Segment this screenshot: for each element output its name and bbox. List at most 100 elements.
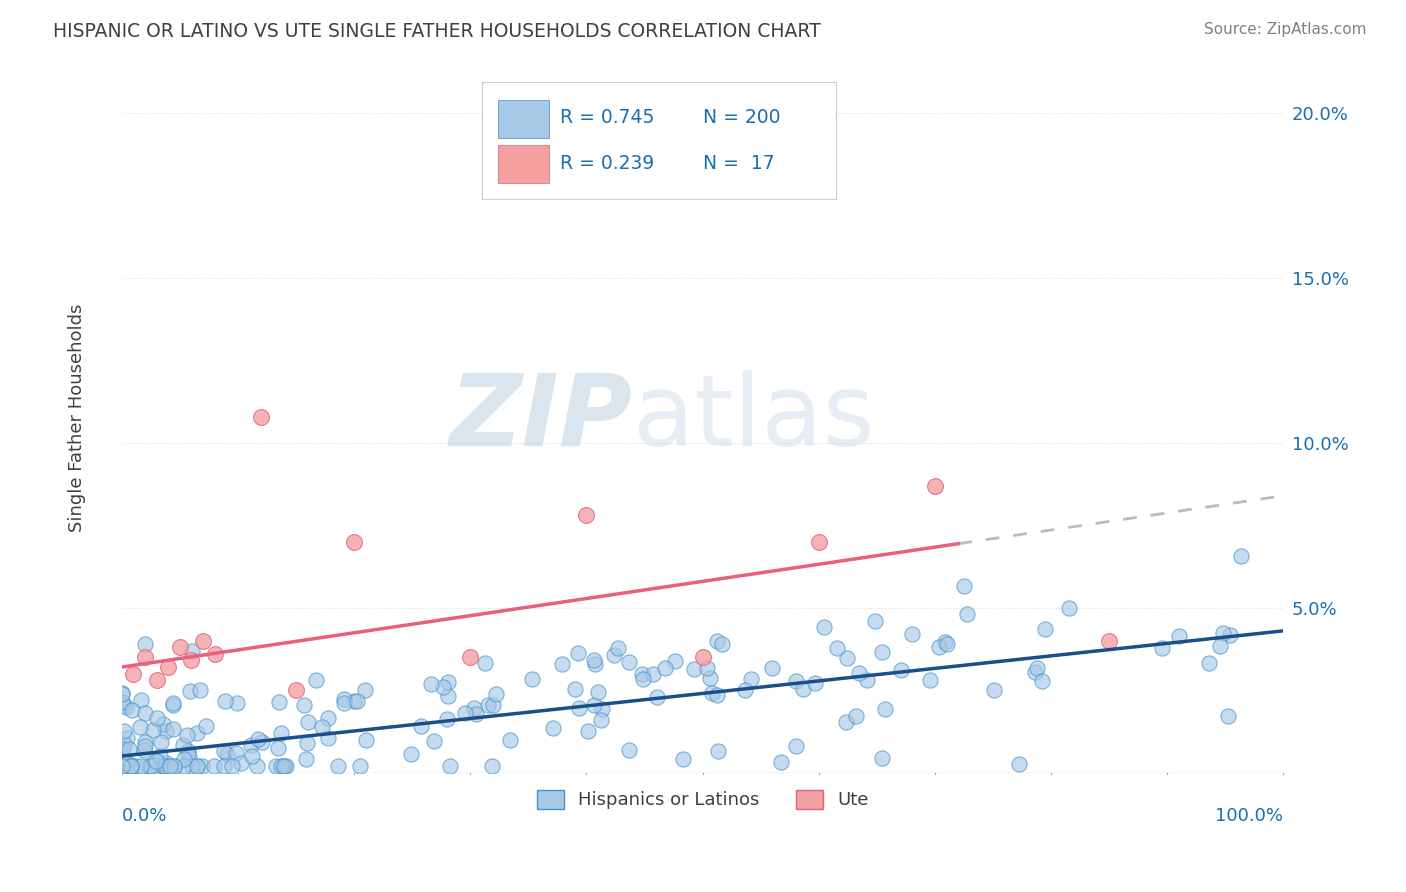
Point — [240, 749, 263, 764]
Point — [149, 749, 172, 764]
Point — [485, 687, 508, 701]
Point — [1024, 665, 1046, 679]
Point — [173, 759, 195, 773]
Point — [804, 676, 827, 690]
Point — [619, 743, 641, 757]
Point — [436, 712, 458, 726]
Point — [112, 756, 135, 771]
Point — [835, 715, 858, 730]
Point — [785, 739, 807, 754]
Point — [204, 647, 226, 661]
Point — [1168, 629, 1191, 643]
Point — [890, 663, 912, 677]
Point — [250, 409, 273, 424]
Point — [284, 683, 307, 698]
Point — [711, 637, 734, 651]
FancyBboxPatch shape — [498, 100, 550, 138]
Point — [311, 720, 333, 734]
Point — [142, 723, 165, 738]
Point — [111, 759, 134, 773]
Point — [162, 722, 184, 736]
Point — [139, 759, 162, 773]
Point — [121, 703, 143, 717]
Point — [956, 607, 979, 621]
Point — [1198, 656, 1220, 670]
Point — [145, 754, 167, 768]
Point — [267, 695, 290, 709]
Point — [146, 710, 169, 724]
Point — [270, 726, 292, 740]
Point — [631, 673, 654, 687]
Point — [190, 759, 212, 773]
Point — [575, 508, 598, 523]
Point — [179, 684, 201, 698]
Point — [134, 637, 156, 651]
Point — [696, 661, 718, 675]
Point — [162, 696, 184, 710]
Point — [354, 682, 377, 697]
Point — [152, 717, 174, 731]
Point — [169, 640, 191, 655]
Point — [835, 650, 858, 665]
Point — [481, 698, 503, 713]
Point — [115, 756, 138, 771]
Point — [212, 744, 235, 758]
Point — [134, 706, 156, 720]
Point — [936, 637, 959, 651]
Point — [551, 657, 574, 671]
Point — [654, 661, 676, 675]
Point — [692, 650, 714, 665]
Point — [761, 660, 783, 674]
Point — [1218, 709, 1240, 723]
Point — [246, 759, 269, 773]
Text: Source: ZipAtlas.com: Source: ZipAtlas.com — [1204, 22, 1367, 37]
Point — [111, 744, 134, 758]
Point — [177, 744, 200, 758]
Point — [231, 756, 253, 770]
Point — [439, 759, 461, 773]
Point — [1212, 626, 1234, 640]
Point — [122, 666, 145, 681]
Point — [270, 759, 292, 773]
Point — [121, 759, 143, 773]
Point — [305, 673, 328, 688]
Point — [332, 696, 354, 710]
Point — [112, 723, 135, 738]
Point — [177, 750, 200, 764]
Point — [180, 644, 202, 658]
Point — [543, 721, 565, 735]
Point — [477, 698, 499, 713]
Text: atlas: atlas — [633, 370, 875, 467]
Point — [226, 696, 249, 710]
Point — [120, 759, 142, 773]
Point — [983, 682, 1005, 697]
Point — [683, 662, 706, 676]
FancyBboxPatch shape — [482, 82, 837, 199]
Point — [845, 709, 868, 723]
Point — [271, 759, 294, 773]
Point — [399, 747, 422, 761]
Point — [156, 759, 179, 773]
Point — [409, 719, 432, 733]
Point — [576, 723, 599, 738]
Point — [250, 735, 273, 749]
Point — [437, 675, 460, 690]
Point — [186, 759, 208, 773]
Point — [159, 759, 181, 773]
Point — [150, 734, 173, 748]
Legend: Hispanics or Latinos, Ute: Hispanics or Latinos, Ute — [530, 783, 876, 816]
Text: HISPANIC OR LATINO VS UTE SINGLE FATHER HOUSEHOLDS CORRELATION CHART: HISPANIC OR LATINO VS UTE SINGLE FATHER … — [53, 22, 821, 41]
Point — [221, 759, 243, 773]
Point — [273, 759, 295, 773]
Point — [214, 694, 236, 708]
Point — [165, 759, 187, 773]
Point — [568, 701, 591, 715]
Point — [114, 700, 136, 714]
Point — [1219, 628, 1241, 642]
Point — [591, 702, 613, 716]
Point — [225, 747, 247, 761]
Point — [173, 752, 195, 766]
Point — [856, 673, 879, 688]
Point — [295, 736, 318, 750]
Point — [134, 735, 156, 749]
